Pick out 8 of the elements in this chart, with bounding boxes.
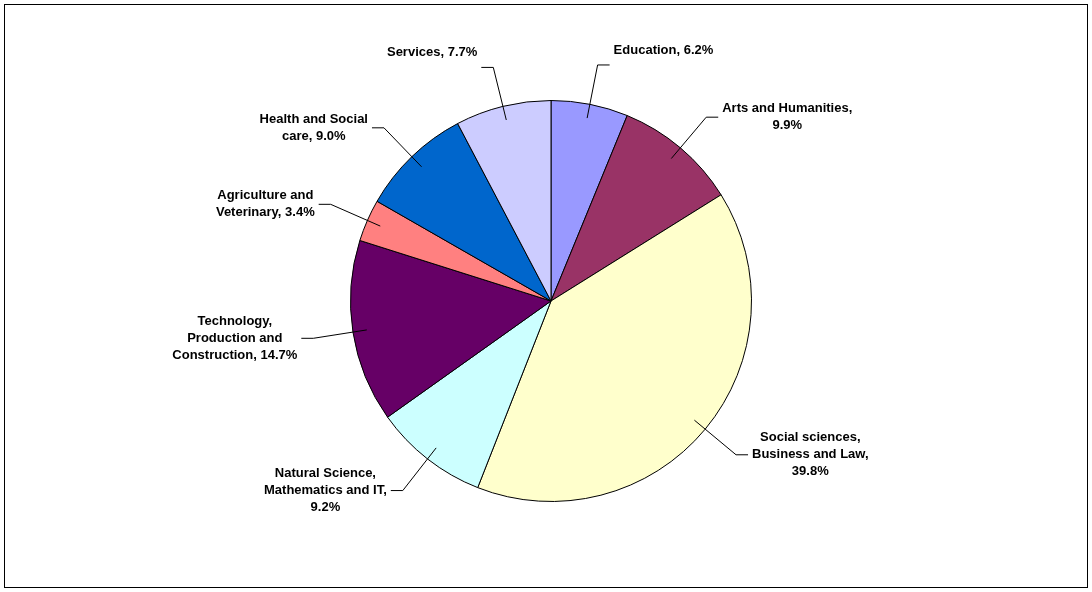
slice-label: Education, 6.2% (613, 42, 714, 58)
slice-label: Services, 7.7% (386, 44, 478, 60)
slice-label: Social sciences, Business and Law, 39.8% (752, 429, 869, 479)
slice-label: Agriculture and Veterinary, 3.4% (215, 187, 316, 220)
slice-label: Technology, Production and Construction, 14.7% (172, 312, 298, 362)
slice-label: Arts and Humanities, 9.9% (722, 100, 853, 133)
slice-label: Health and Social care, 9.0% (259, 110, 368, 143)
slice-label: Natural Science, Mathematics and IT, 9.2% (264, 465, 387, 515)
